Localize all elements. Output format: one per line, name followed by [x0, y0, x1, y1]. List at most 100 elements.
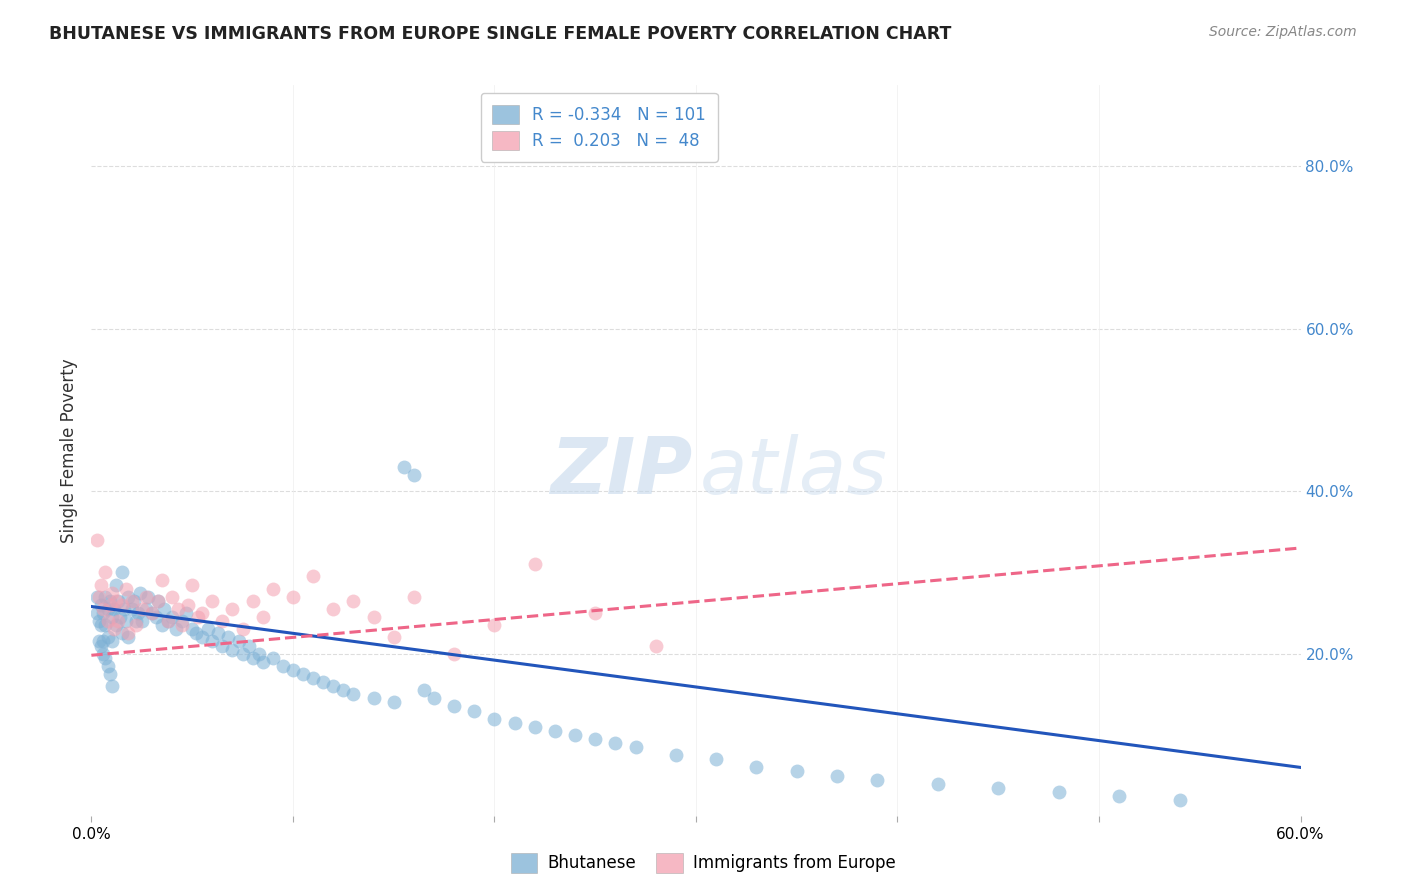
Point — [252, 610, 274, 624]
Point — [201, 634, 224, 648]
Point — [90, 639, 112, 653]
Point — [392, 459, 415, 474]
Point — [181, 622, 204, 636]
Point — [271, 658, 294, 673]
Point — [191, 606, 214, 620]
Point — [1108, 789, 1130, 803]
Point — [111, 626, 132, 640]
Point — [145, 610, 167, 624]
Point — [825, 768, 848, 782]
Point — [866, 772, 889, 787]
Point — [135, 590, 157, 604]
Point — [1168, 793, 1191, 807]
Point — [167, 602, 190, 616]
Point — [90, 618, 112, 632]
Point — [98, 667, 121, 681]
Point — [117, 626, 139, 640]
Point — [90, 598, 112, 612]
Point — [108, 610, 131, 624]
Point — [100, 610, 122, 624]
Point — [201, 594, 224, 608]
Point — [89, 634, 111, 648]
Legend: Bhutanese, Immigrants from Europe: Bhutanese, Immigrants from Europe — [503, 847, 903, 880]
Point — [423, 691, 446, 706]
Point — [146, 594, 169, 608]
Point — [242, 594, 264, 608]
Y-axis label: Single Female Poverty: Single Female Poverty — [59, 359, 77, 542]
Point — [332, 683, 354, 698]
Point — [121, 594, 143, 608]
Point — [100, 679, 122, 693]
Point — [786, 764, 808, 779]
Point — [231, 647, 253, 661]
Point — [312, 675, 335, 690]
Point — [150, 618, 173, 632]
Point — [402, 590, 425, 604]
Point — [281, 663, 304, 677]
Point — [89, 614, 111, 628]
Point — [665, 748, 688, 763]
Text: ZIP: ZIP — [550, 434, 692, 510]
Point — [302, 671, 325, 685]
Point — [181, 577, 204, 591]
Point — [114, 614, 136, 628]
Legend: R = -0.334   N = 101, R =  0.203   N =  48: R = -0.334 N = 101, R = 0.203 N = 48 — [481, 93, 718, 161]
Point — [100, 585, 122, 599]
Point — [231, 622, 253, 636]
Point — [322, 679, 344, 693]
Point — [211, 639, 233, 653]
Point — [745, 760, 768, 774]
Point — [165, 622, 187, 636]
Point — [122, 594, 145, 608]
Point — [262, 582, 284, 596]
Text: Source: ZipAtlas.com: Source: ZipAtlas.com — [1209, 25, 1357, 39]
Point — [117, 631, 139, 645]
Point — [443, 647, 465, 661]
Point — [104, 594, 127, 608]
Point — [704, 752, 727, 766]
Point — [156, 614, 179, 628]
Point — [503, 715, 526, 730]
Point — [131, 602, 153, 616]
Point — [96, 614, 118, 628]
Point — [94, 618, 117, 632]
Point — [172, 614, 194, 628]
Point — [146, 594, 169, 608]
Point — [342, 594, 364, 608]
Point — [90, 577, 112, 591]
Point — [583, 606, 606, 620]
Point — [363, 610, 385, 624]
Point — [104, 577, 127, 591]
Point — [221, 642, 243, 657]
Point — [484, 712, 506, 726]
Text: atlas: atlas — [700, 434, 887, 510]
Point — [117, 590, 139, 604]
Point — [382, 695, 405, 709]
Point — [484, 618, 506, 632]
Point — [156, 614, 179, 628]
Point — [150, 574, 173, 588]
Point — [523, 720, 546, 734]
Point — [111, 598, 132, 612]
Point — [382, 631, 405, 645]
Point — [987, 780, 1010, 795]
Point — [247, 647, 270, 661]
Point — [114, 582, 136, 596]
Point — [342, 687, 364, 701]
Point — [564, 728, 586, 742]
Point — [172, 618, 194, 632]
Point — [281, 590, 304, 604]
Point — [112, 602, 135, 616]
Point — [292, 667, 315, 681]
Point — [363, 691, 385, 706]
Point — [103, 602, 125, 616]
Point — [121, 602, 143, 616]
Point — [93, 647, 115, 661]
Point — [100, 634, 122, 648]
Point — [238, 639, 260, 653]
Point — [141, 606, 163, 620]
Point — [96, 602, 118, 616]
Point — [463, 704, 485, 718]
Point — [94, 590, 117, 604]
Point — [98, 598, 121, 612]
